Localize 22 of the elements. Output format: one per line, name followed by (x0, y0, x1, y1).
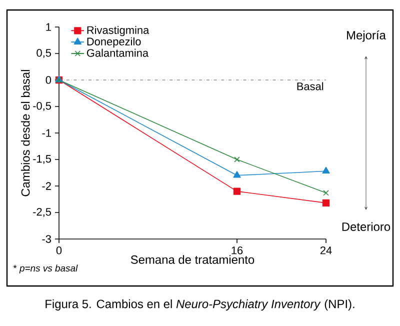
y-tick-label: -0,5 (33, 102, 52, 112)
y-tick-label: -1 (42, 129, 51, 137)
y-axis-title: Cambios desde el basal (20, 70, 30, 196)
x-tick-label: 24 (320, 246, 332, 254)
text: *p=ns vs basal (13, 264, 78, 274)
x-tick-label: 0 (56, 246, 62, 254)
y-tick-label: 0,5 (36, 48, 52, 58)
y-tick-label: -2,5 (33, 208, 52, 218)
y-tick-label: -1,5 (33, 155, 52, 164)
text: Figura 5. Cambios en el Neuro-Psychiatry Inventory (NPI). (46, 299, 354, 311)
y-tick-label: 0 (46, 76, 52, 84)
legend-label: Donepezilo (87, 37, 141, 48)
text: Mejoría (347, 30, 386, 42)
y-tick-label: 1 (46, 23, 51, 31)
text: Deterioro (342, 222, 390, 231)
ref-line-label: Basal (297, 82, 324, 90)
x-axis-title: Semana de tratamiento (130, 255, 254, 264)
legend-label: Rivastigmina (87, 26, 150, 36)
x-tick-label: 16 (232, 246, 243, 254)
y-tick-label: -2 (42, 182, 51, 190)
legend-label: Galantamina (86, 48, 149, 57)
y-tick-label: -3 (42, 235, 51, 243)
